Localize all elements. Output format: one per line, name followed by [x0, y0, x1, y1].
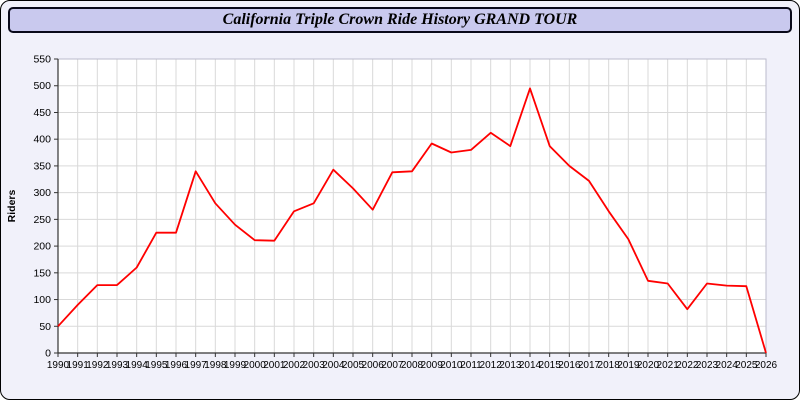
x-tick-label: 2009 — [421, 360, 444, 371]
x-tick-label: 1994 — [126, 360, 149, 371]
x-tick-label: 1993 — [106, 360, 129, 371]
x-tick-label: 2006 — [362, 360, 385, 371]
x-tick-label: 2019 — [617, 360, 640, 371]
x-tick-label: 2013 — [499, 360, 522, 371]
x-tick-label: 1999 — [224, 360, 247, 371]
x-tick-label: 2026 — [755, 360, 778, 371]
x-tick-label: 1997 — [185, 360, 208, 371]
x-tick-label: 2001 — [263, 360, 286, 371]
x-tick-label: 2020 — [637, 360, 660, 371]
x-tick-label: 2002 — [283, 360, 306, 371]
y-tick-label: 150 — [33, 267, 51, 279]
chart-svg: 0501001502002503003504004505005501990199… — [6, 54, 778, 372]
x-tick-label: 2005 — [342, 360, 365, 371]
x-tick-label: 2015 — [539, 360, 562, 371]
x-tick-label: 2012 — [480, 360, 503, 371]
line-chart: 0 50 100 150 200 250 300 350 400 450 500 550 1990 199… — [1, 39, 799, 399]
x-tick-label: 1995 — [145, 360, 168, 371]
x-tick-label: 2003 — [303, 360, 326, 371]
x-tick-label: 2004 — [322, 360, 345, 371]
chart-title-bar: California Triple Crown Ride History GRA… — [8, 7, 792, 33]
x-tick-label: 2010 — [440, 360, 463, 371]
x-tick-label: 1996 — [165, 360, 188, 371]
y-tick-label: 550 — [33, 54, 51, 66]
y-tick-label: 450 — [33, 107, 51, 119]
x-tick-label: 2000 — [244, 360, 267, 371]
y-tick-label: 0 — [45, 348, 51, 360]
x-tick-label: 2016 — [558, 360, 581, 371]
x-tick-label: 2024 — [716, 360, 739, 371]
x-tick-label: 2011 — [460, 360, 482, 371]
y-tick-label: 400 — [33, 134, 51, 146]
x-tick-label: 1991 — [67, 360, 90, 371]
y-tick-label: 300 — [33, 187, 51, 199]
x-tick-label: 1992 — [86, 360, 109, 371]
y-tick-label: 50 — [39, 321, 51, 333]
x-tick-label: 2023 — [696, 360, 719, 371]
x-tick-label: 1990 — [47, 360, 70, 371]
y-tick-label: 200 — [33, 241, 51, 253]
chart-title: California Triple Crown Ride History GRA… — [222, 11, 578, 28]
y-tick-label: 350 — [33, 160, 51, 172]
y-tick-label: 250 — [33, 214, 51, 226]
riders-series-line — [57, 87, 767, 354]
y-tick-label: 100 — [33, 294, 51, 306]
x-tick-label: 2008 — [401, 360, 424, 371]
x-tick-label: 2017 — [578, 360, 601, 371]
x-tick-label: 2025 — [735, 360, 758, 371]
y-tick-label: 500 — [33, 80, 51, 92]
x-tick-label: 2018 — [598, 360, 621, 371]
x-tick-label: 2014 — [519, 360, 542, 371]
x-tick-label: 2021 — [657, 360, 680, 371]
x-tick-label: 2007 — [381, 360, 404, 371]
x-tick-label: 1998 — [204, 360, 227, 371]
y-axis-label: Riders — [6, 190, 18, 223]
x-tick-label: 2022 — [676, 360, 699, 371]
